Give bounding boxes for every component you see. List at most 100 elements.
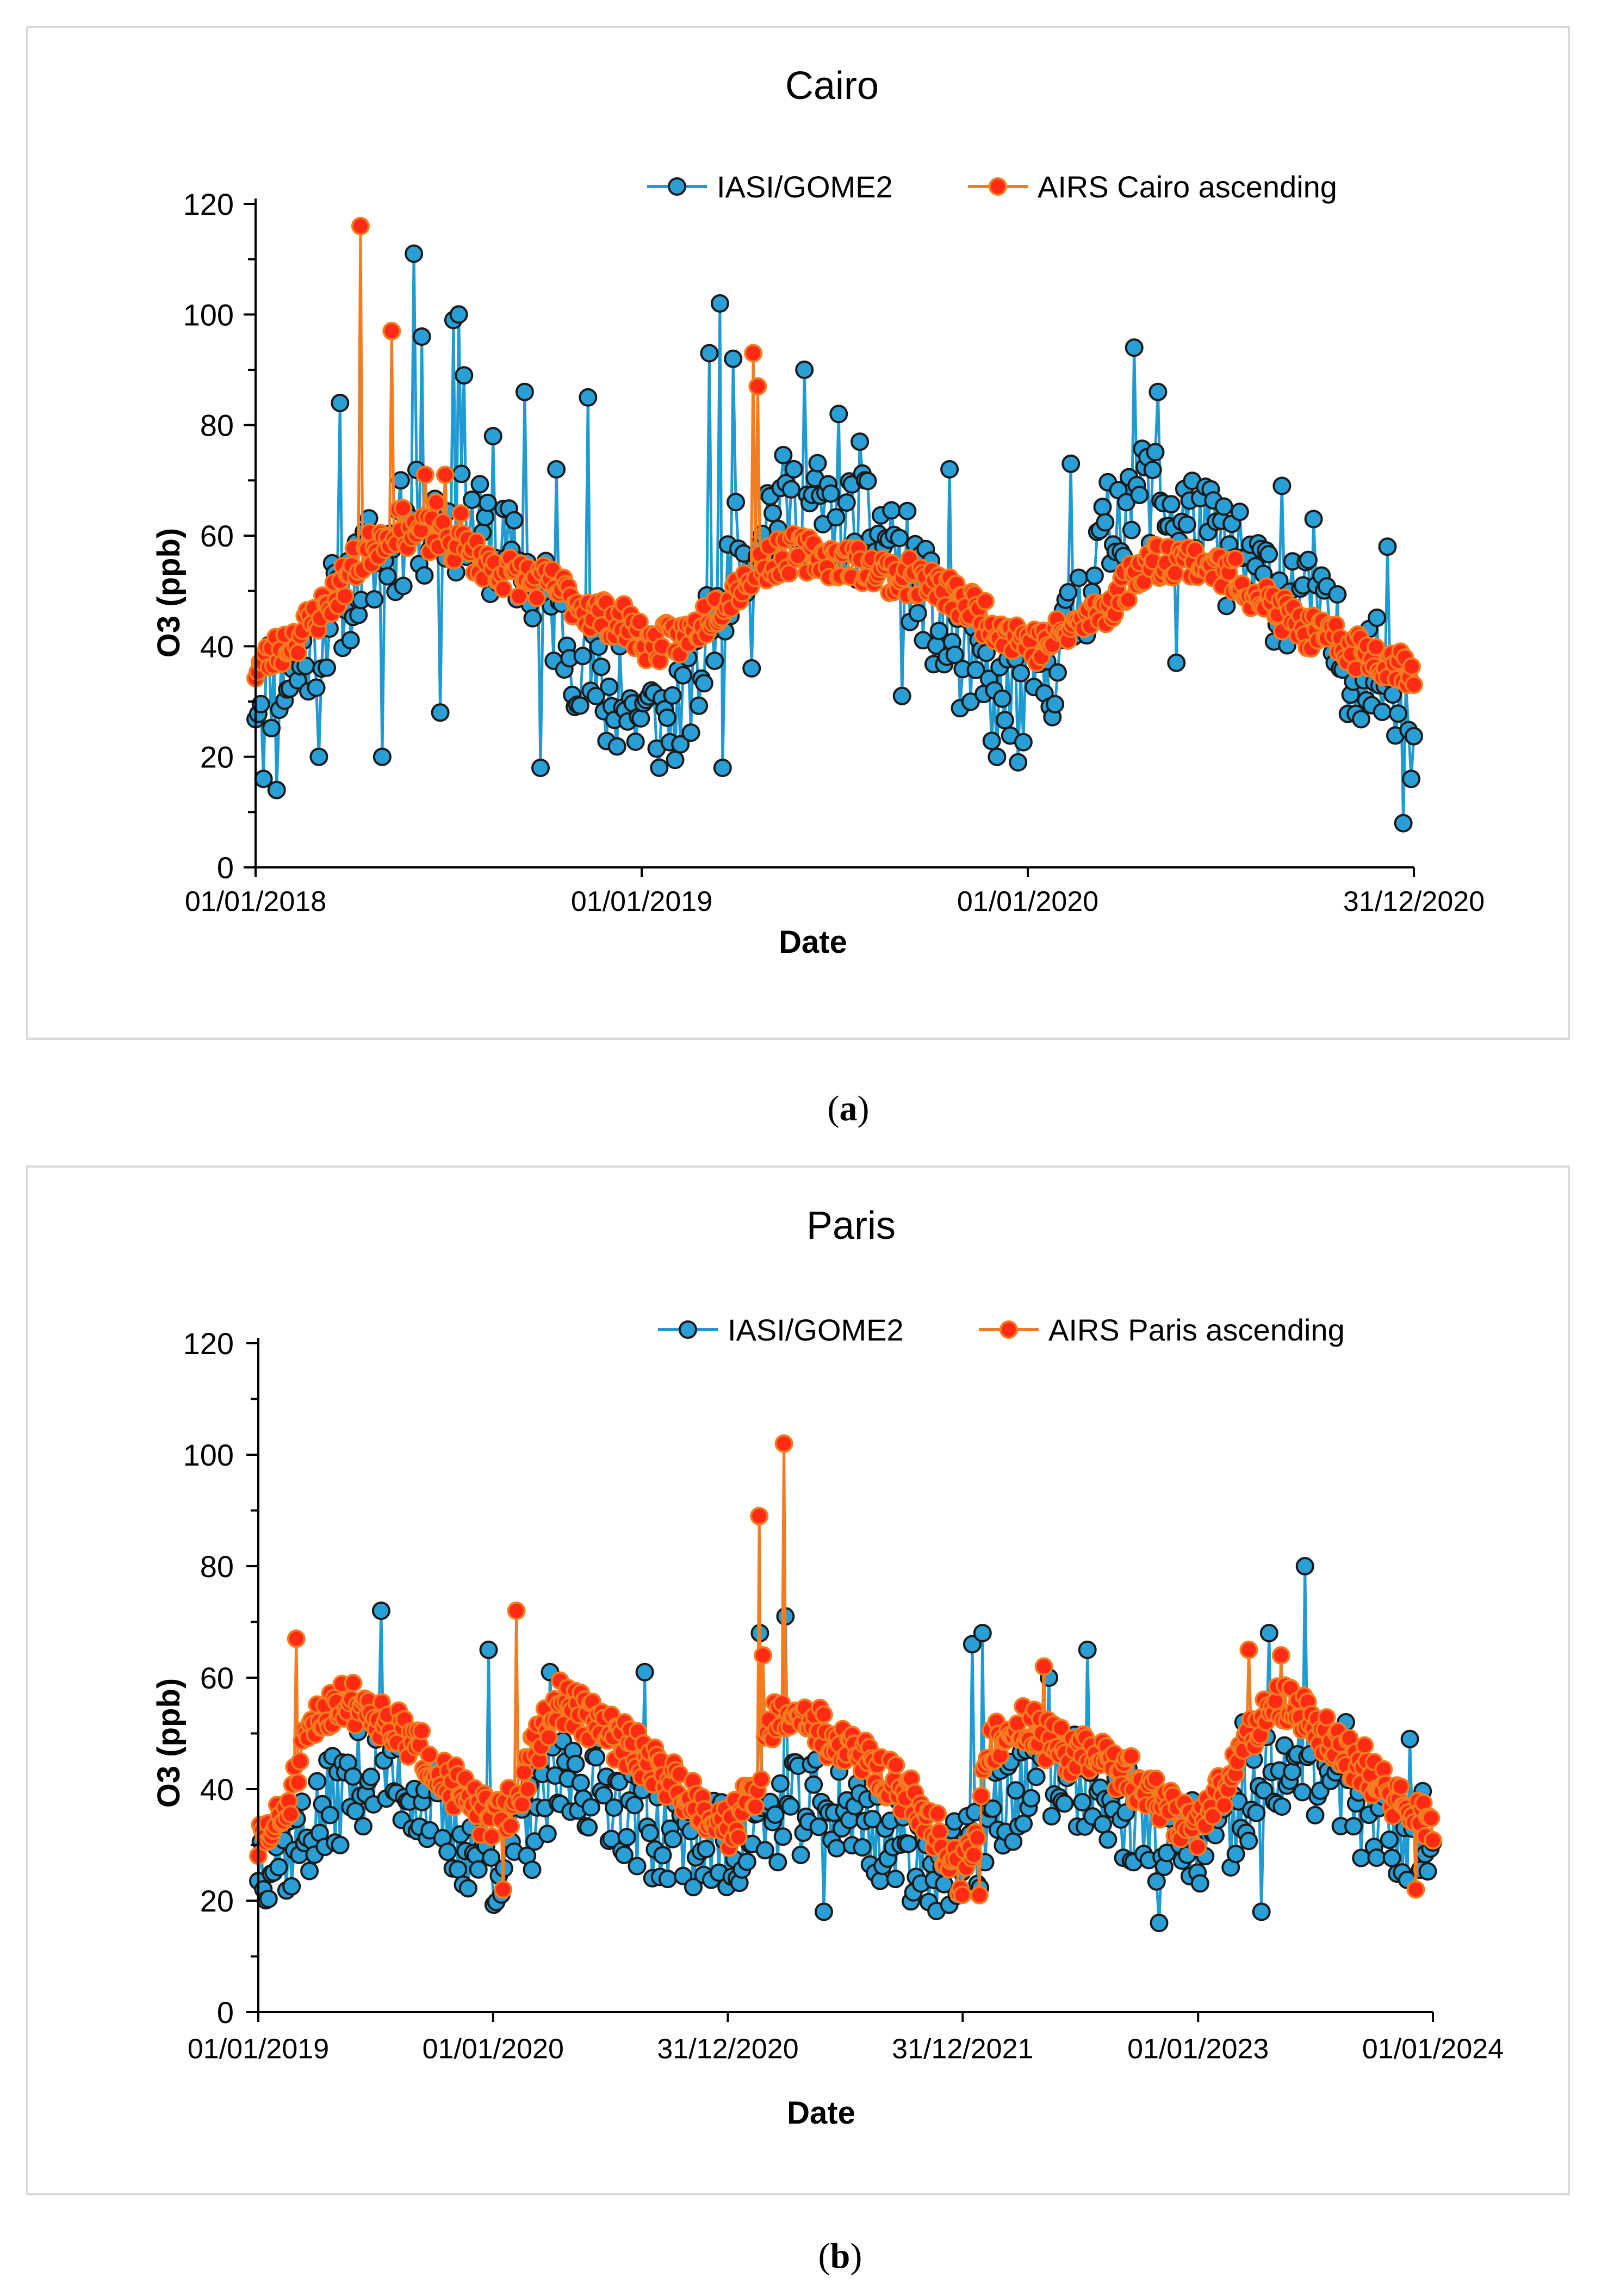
data-point	[308, 1772, 327, 1791]
data-point	[727, 493, 746, 512]
data-point	[784, 460, 803, 479]
data-point	[1014, 1814, 1033, 1833]
data-point	[282, 1877, 301, 1896]
chart-frame-paris	[26, 1165, 1570, 2195]
data-point	[547, 460, 566, 479]
data-point	[290, 1752, 309, 1771]
data-point	[966, 661, 985, 679]
data-point	[1402, 770, 1421, 789]
data-point	[518, 1780, 537, 1799]
series-1-paris	[249, 1434, 1442, 1904]
data-point	[663, 686, 682, 705]
data-point	[1098, 1830, 1117, 1849]
caption-b-letter: b	[830, 2236, 850, 2276]
data-point	[320, 1805, 339, 1825]
data-point	[684, 1878, 703, 1897]
data-point	[858, 471, 877, 491]
data-point	[993, 689, 1012, 708]
data-point	[351, 216, 370, 235]
data-point	[393, 499, 412, 518]
data-point	[1367, 638, 1386, 657]
data-point	[382, 321, 401, 340]
data-point	[336, 587, 355, 606]
data-point	[538, 1825, 557, 1844]
data-point	[617, 1828, 636, 1847]
series-1-cairo	[246, 216, 1423, 694]
data-point	[968, 1828, 987, 1847]
data-point	[573, 647, 592, 666]
data-point	[469, 1860, 488, 1879]
data-point	[988, 747, 1007, 766]
data-point	[1382, 1848, 1401, 1867]
data-point	[331, 394, 350, 412]
data-point	[1162, 495, 1181, 514]
data-point	[1146, 443, 1165, 462]
data-point	[1259, 1624, 1278, 1642]
caption-a-letter: a	[840, 1089, 858, 1128]
y-tick-label: 40	[200, 1772, 234, 1807]
y-axis-label-cairo: O3 (ppb)	[151, 528, 187, 657]
data-point	[766, 1805, 785, 1824]
data-point	[700, 344, 719, 363]
data-point	[754, 1646, 773, 1665]
chart-title-cairo: Cairo	[785, 64, 879, 108]
data-point	[289, 1773, 308, 1792]
data-point	[898, 501, 917, 520]
data-point	[259, 1889, 278, 1908]
data-point	[1069, 568, 1088, 587]
data-point	[494, 1880, 513, 1899]
data-point	[1304, 510, 1323, 529]
data-point	[674, 1866, 693, 1885]
data-point	[1046, 694, 1065, 713]
data-point	[594, 1786, 613, 1805]
data-point	[815, 1902, 833, 1921]
data-point	[705, 651, 724, 671]
data-point	[579, 1818, 598, 1837]
data-point	[930, 1822, 949, 1841]
data-point	[1418, 1862, 1437, 1881]
data-point	[1122, 1747, 1141, 1766]
data-point	[882, 501, 901, 520]
data-point	[768, 1853, 787, 1872]
y-tick-label: 120	[183, 187, 234, 221]
data-point	[391, 471, 410, 490]
data-point	[371, 1602, 390, 1620]
y-tick-label: 0	[217, 851, 234, 885]
data-point	[483, 427, 502, 445]
legend-swatch-marker-airs-paris	[999, 1320, 1018, 1339]
data-point	[774, 445, 793, 464]
data-point	[1255, 1781, 1274, 1800]
y-tick-label: 40	[200, 629, 234, 663]
data-point	[341, 631, 360, 650]
data-point	[1317, 1708, 1336, 1727]
data-point	[746, 1797, 765, 1816]
data-point	[605, 1798, 624, 1817]
x-axis-label-cairo: Date	[779, 924, 847, 960]
legend-label-iasi-cairo: IASI/GOME2	[717, 170, 893, 204]
data-point	[1009, 753, 1028, 772]
data-point	[970, 1885, 989, 1904]
plot-area-cairo: 0 20 40 60 80 100 120 01/01/2018 01/01/2019 01/01…	[183, 187, 1485, 917]
x-tick-label: 31/12/2020	[657, 2033, 798, 2065]
data-point	[458, 1879, 477, 1898]
data-point	[1239, 1832, 1258, 1851]
data-point	[1306, 1805, 1325, 1825]
data-point	[1188, 1838, 1207, 1857]
y-tick-label: 100	[183, 297, 234, 332]
data-point	[262, 718, 281, 737]
data-point	[420, 1745, 439, 1764]
data-point	[1122, 520, 1141, 539]
data-point	[863, 1810, 882, 1829]
legend-label-iasi-paris: IASI/GOME2	[728, 1313, 904, 1347]
data-point	[1048, 663, 1067, 682]
data-point	[479, 493, 497, 512]
data-point	[1093, 498, 1112, 517]
data-point	[666, 750, 685, 770]
data-point	[791, 1845, 810, 1864]
data-point	[1014, 733, 1033, 752]
panel-cairo: Cairo 0 20 40 60 80 100 120 01/01/2018 01/01/201…	[26, 26, 1570, 1040]
data-point	[908, 604, 927, 623]
data-point	[449, 1860, 468, 1879]
data-point	[1388, 704, 1407, 723]
